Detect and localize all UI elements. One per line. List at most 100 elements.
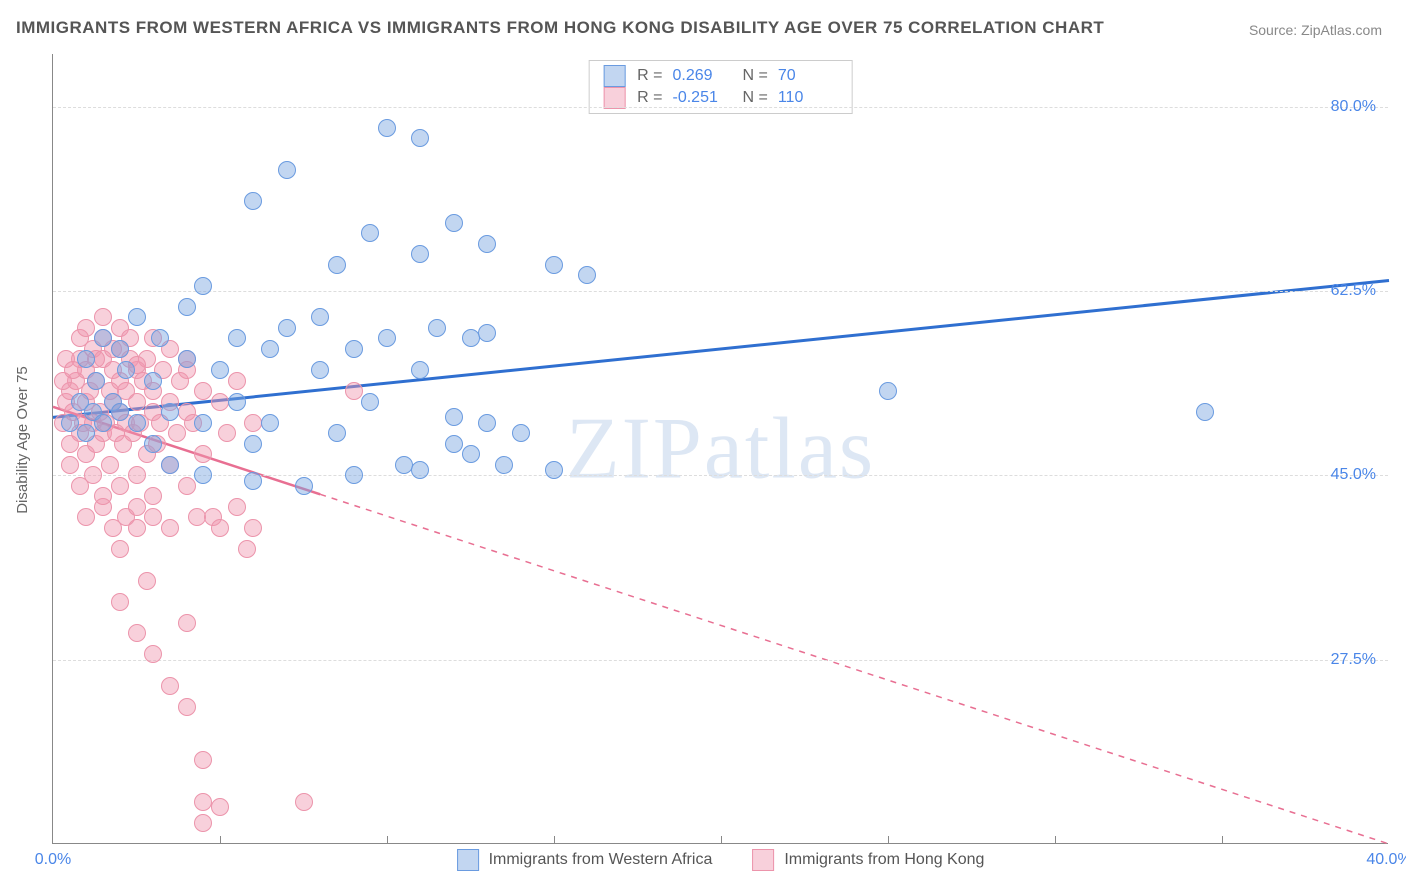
scatter-point [111, 540, 129, 558]
scatter-point [161, 677, 179, 695]
gridline-horizontal [53, 660, 1388, 661]
scatter-point [1196, 403, 1214, 421]
scatter-point [128, 498, 146, 516]
scatter-point [278, 161, 296, 179]
scatter-point [211, 798, 229, 816]
n-label: N = [743, 89, 768, 107]
scatter-point [144, 645, 162, 663]
n-value-series2: 110 [778, 89, 838, 107]
scatter-point [462, 445, 480, 463]
scatter-point [194, 414, 212, 432]
scatter-point [77, 350, 95, 368]
scatter-point [101, 456, 119, 474]
n-label: N = [743, 67, 768, 85]
scatter-point [578, 266, 596, 284]
scatter-point [378, 119, 396, 137]
swatch-series2-bottom [752, 849, 774, 871]
x-minor-tick [1222, 836, 1223, 844]
scatter-point [194, 382, 212, 400]
scatter-point [244, 435, 262, 453]
scatter-point [77, 508, 95, 526]
scatter-point [478, 235, 496, 253]
scatter-point [111, 403, 129, 421]
scatter-point [311, 308, 329, 326]
scatter-point [244, 472, 262, 490]
scatter-point [144, 372, 162, 390]
scatter-point [211, 393, 229, 411]
scatter-point [211, 361, 229, 379]
scatter-point [161, 403, 179, 421]
scatter-point [117, 361, 135, 379]
scatter-point [61, 456, 79, 474]
scatter-point [261, 340, 279, 358]
scatter-point [94, 329, 112, 347]
scatter-point [328, 424, 346, 442]
x-minor-tick [1055, 836, 1056, 844]
scatter-point [228, 372, 246, 390]
scatter-point [495, 456, 513, 474]
scatter-point [345, 382, 363, 400]
x-tick-label: 0.0% [35, 851, 71, 869]
scatter-point [87, 372, 105, 390]
scatter-point [77, 319, 95, 337]
scatter-point [478, 324, 496, 342]
scatter-point [128, 414, 146, 432]
swatch-series1-bottom [457, 849, 479, 871]
scatter-point [228, 393, 246, 411]
scatter-point [445, 214, 463, 232]
scatter-point [138, 572, 156, 590]
scatter-point [295, 477, 313, 495]
scatter-point [411, 129, 429, 147]
scatter-point [84, 466, 102, 484]
scatter-point [545, 256, 563, 274]
scatter-point [361, 393, 379, 411]
scatter-point [111, 593, 129, 611]
scatter-point [194, 751, 212, 769]
scatter-point [879, 382, 897, 400]
scatter-point [61, 414, 79, 432]
scatter-point [128, 624, 146, 642]
scatter-point [211, 519, 229, 537]
scatter-point [428, 319, 446, 337]
scatter-point [462, 329, 480, 347]
x-minor-tick [554, 836, 555, 844]
chart-title: IMMIGRANTS FROM WESTERN AFRICA VS IMMIGR… [16, 18, 1104, 38]
legend-item-series1: Immigrants from Western Africa [457, 849, 713, 871]
scatter-point [178, 614, 196, 632]
scatter-point [77, 424, 95, 442]
scatter-point [178, 477, 196, 495]
legend-item-series2: Immigrants from Hong Kong [752, 849, 984, 871]
scatter-point [512, 424, 530, 442]
scatter-point [111, 340, 129, 358]
scatter-point [161, 519, 179, 537]
scatter-point [278, 319, 296, 337]
watermark-text: ZIPatlas [566, 398, 875, 499]
legend-label-series2: Immigrants from Hong Kong [784, 851, 984, 869]
x-minor-tick [387, 836, 388, 844]
scatter-point [128, 519, 146, 537]
scatter-point [244, 519, 262, 537]
scatter-point [228, 498, 246, 516]
y-tick-label: 45.0% [1331, 466, 1376, 484]
x-minor-tick [220, 836, 221, 844]
scatter-point [345, 466, 363, 484]
scatter-point [238, 540, 256, 558]
scatter-point [178, 698, 196, 716]
scatter-point [94, 308, 112, 326]
gridline-horizontal [53, 291, 1388, 292]
r-value-series2: -0.251 [673, 89, 733, 107]
scatter-point [144, 508, 162, 526]
r-label: R = [637, 67, 662, 85]
scatter-point [411, 361, 429, 379]
scatter-point [194, 277, 212, 295]
scatter-point [328, 256, 346, 274]
legend-label-series1: Immigrants from Western Africa [489, 851, 713, 869]
scatter-point [194, 793, 212, 811]
scatter-point [194, 445, 212, 463]
scatter-point [178, 350, 196, 368]
scatter-point [295, 793, 313, 811]
y-tick-label: 62.5% [1331, 282, 1376, 300]
source-attribution: Source: ZipAtlas.com [1249, 22, 1382, 38]
scatter-point [194, 466, 212, 484]
x-minor-tick [888, 836, 889, 844]
